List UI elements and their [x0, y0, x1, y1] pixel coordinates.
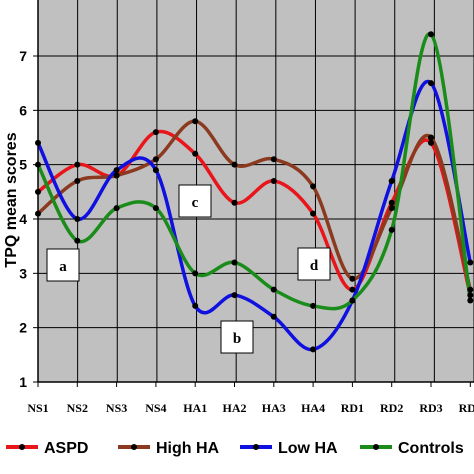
data-point-low-ha: [192, 302, 199, 309]
data-point-aspd: [310, 210, 317, 217]
x-tick-label: HA4: [301, 401, 325, 415]
annotation-label: c: [192, 195, 199, 211]
annotation-c: c: [178, 184, 212, 218]
data-point-aspd: [231, 199, 238, 206]
data-point-low-ha: [270, 313, 277, 320]
y-axis-label: TPQ mean scores: [3, 132, 20, 267]
axes: 1 2 3 4 5 6 7 NS1 NS2 NS3 NS4 HA1 HA2 HA3 HA4 RD1 RD2 RD3…: [19, 0, 474, 415]
y-tick-label: 1: [19, 374, 27, 390]
x-tick-label: RD3: [419, 401, 442, 415]
data-point-low-ha: [113, 167, 120, 174]
annotation-label: d: [310, 258, 319, 274]
data-point-high-ha: [231, 161, 238, 168]
data-point-low-ha: [428, 80, 434, 87]
legend-marker: [373, 444, 379, 450]
data-point-high-ha: [388, 205, 395, 212]
legend-marker: [253, 444, 259, 450]
data-point-high-ha: [428, 134, 434, 141]
data-point-aspd: [428, 139, 434, 146]
data-point-high-ha: [349, 275, 356, 282]
annotation-box: [178, 184, 212, 218]
legend-label: Controls: [398, 440, 464, 457]
data-point-controls: [231, 259, 238, 266]
legend-marker: [131, 444, 137, 450]
x-tick-label: RD4: [459, 401, 474, 415]
annotation-d: d: [297, 247, 331, 281]
annotation-box: [46, 248, 80, 282]
legend-marker: [19, 444, 25, 450]
legend-item-controls: Controls: [360, 440, 464, 457]
data-point-high-ha: [467, 286, 474, 293]
y-tick-label: 2: [19, 320, 27, 336]
data-point-controls: [192, 270, 199, 277]
data-point-low-ha: [74, 216, 81, 222]
x-tick-label: NS2: [67, 401, 88, 415]
legend-item-aspd: ASPD: [6, 440, 88, 457]
data-point-low-ha: [152, 167, 159, 174]
legend-item-high-ha: High HA: [118, 440, 220, 457]
x-tick-label: NS3: [106, 401, 127, 415]
annotation-a: a: [46, 248, 80, 282]
data-point-aspd: [467, 292, 474, 299]
legend-label: High HA: [156, 440, 220, 457]
data-point-low-ha: [388, 177, 395, 184]
data-point-aspd: [270, 177, 277, 184]
data-point-controls: [467, 297, 474, 304]
data-point-controls: [152, 205, 159, 212]
annotation-layer: a b c d: [46, 184, 331, 354]
legend-label: Low HA: [278, 440, 338, 457]
data-point-aspd: [349, 286, 356, 293]
annotation-label: b: [233, 331, 241, 347]
data-point-controls: [310, 302, 317, 309]
x-tick-label: HA3: [262, 401, 286, 415]
data-point-controls: [74, 237, 81, 244]
data-point-high-ha: [74, 177, 81, 184]
legend-label: ASPD: [44, 440, 88, 457]
y-tick-label: 7: [19, 48, 27, 64]
data-point-aspd: [152, 129, 159, 136]
annotation-label: a: [59, 259, 67, 275]
data-point-controls: [349, 297, 356, 304]
annotation-b: b: [220, 320, 254, 354]
x-tick-label: RD2: [380, 401, 403, 415]
data-point-low-ha: [467, 259, 474, 266]
x-tick-label: NS4: [145, 401, 166, 415]
grid: [37, 0, 474, 383]
data-point-controls: [428, 31, 434, 38]
annotation-box: [297, 247, 331, 281]
y-tick-label: 4: [19, 211, 27, 227]
legend-item-low-ha: Low HA: [240, 440, 338, 457]
data-point-high-ha: [270, 156, 277, 163]
y-tick-label: 5: [19, 157, 27, 173]
series-layer: [35, 31, 474, 353]
x-tick-label: NS1: [27, 401, 48, 415]
annotation-box: [220, 320, 254, 354]
data-point-controls: [113, 205, 120, 212]
y-tick-label: 6: [19, 102, 27, 118]
data-point-high-ha: [310, 183, 317, 190]
data-point-aspd: [388, 199, 395, 206]
data-point-high-ha: [192, 118, 199, 125]
data-point-aspd: [74, 161, 81, 168]
data-point-controls: [270, 286, 277, 293]
x-tick-label: HA2: [223, 401, 247, 415]
data-point-low-ha: [231, 292, 238, 299]
data-point-low-ha: [310, 346, 317, 353]
data-point-high-ha: [152, 156, 159, 163]
legend: ASPD High HA Low HA Controls: [6, 440, 464, 457]
data-point-high-ha: [113, 172, 120, 179]
data-point-controls: [388, 226, 395, 233]
y-tick-label: 3: [19, 265, 27, 281]
x-tick-label: HA1: [183, 401, 207, 415]
x-tick-label: RD1: [341, 401, 364, 415]
data-point-aspd: [192, 150, 199, 157]
